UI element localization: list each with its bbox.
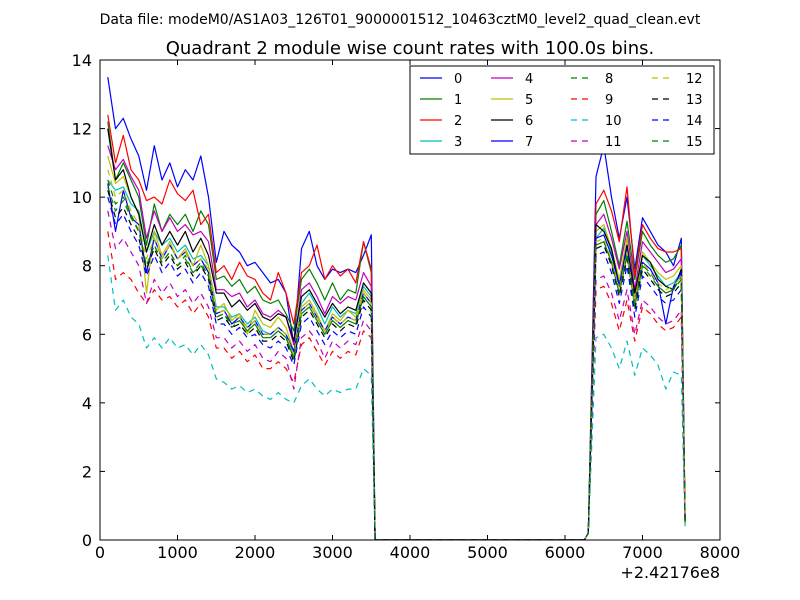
x-tick-label: 1000 [157,543,198,562]
series-line-1 [107,121,686,540]
legend-label-4: 4 [525,72,533,87]
legend-label-5: 5 [525,93,533,108]
series-line-9 [107,231,686,540]
x-tick-label: 4000 [390,543,431,562]
series-layer [107,77,686,540]
x-tick-label: 5000 [467,543,508,562]
x-tick-label: 0 [95,543,105,562]
x-tick-label: 3000 [312,543,353,562]
legend-label-13: 13 [686,93,703,108]
legend-label-11: 11 [605,135,622,150]
chart-title: Quadrant 2 module wise count rates with … [166,38,655,59]
data-file-label: Data file: modeM0/AS1A03_126T01_90000015… [100,12,701,28]
x-tick-label: 7000 [622,543,663,562]
y-tick-label: 8 [82,257,92,276]
legend-label-1: 1 [454,93,462,108]
legend-label-2: 2 [454,114,462,129]
legend-box [409,65,715,155]
x-tick-label: 6000 [545,543,586,562]
series-line-12 [107,169,686,540]
y-tick-label: 0 [82,531,92,550]
legend-label-0: 0 [454,72,462,87]
y-tick-label: 12 [72,120,92,139]
x-tick-label: 2000 [235,543,276,562]
series-line-11 [107,210,686,540]
series-line-10 [107,255,686,540]
series-line-15 [107,186,686,540]
legend-label-7: 7 [525,135,533,150]
legend-label-15: 15 [686,135,703,150]
legend-label-12: 12 [686,72,703,87]
series-line-13 [107,190,686,540]
y-tick-label: 4 [82,394,92,413]
legend-label-3: 3 [454,135,462,150]
series-line-4 [107,145,686,540]
y-tick-label: 2 [82,462,92,481]
y-tick-label: 6 [82,325,92,344]
axis-ticks: 0 1000 2000 3000 4000 5000 6000 7000 80000246810… [72,51,741,562]
series-line-2 [107,114,686,540]
x-tick-label: 8000 [700,543,741,562]
y-tick-label: 10 [72,188,92,207]
x-offset-label: +2.42176e8 [620,563,720,582]
legend-label-8: 8 [605,72,613,87]
legend-label-9: 9 [605,93,613,108]
legend-label-10: 10 [605,114,622,129]
series-line-14 [107,196,686,540]
y-tick-label: 14 [72,51,92,70]
legend-label-6: 6 [525,114,533,129]
legend-label-14: 14 [686,114,703,129]
